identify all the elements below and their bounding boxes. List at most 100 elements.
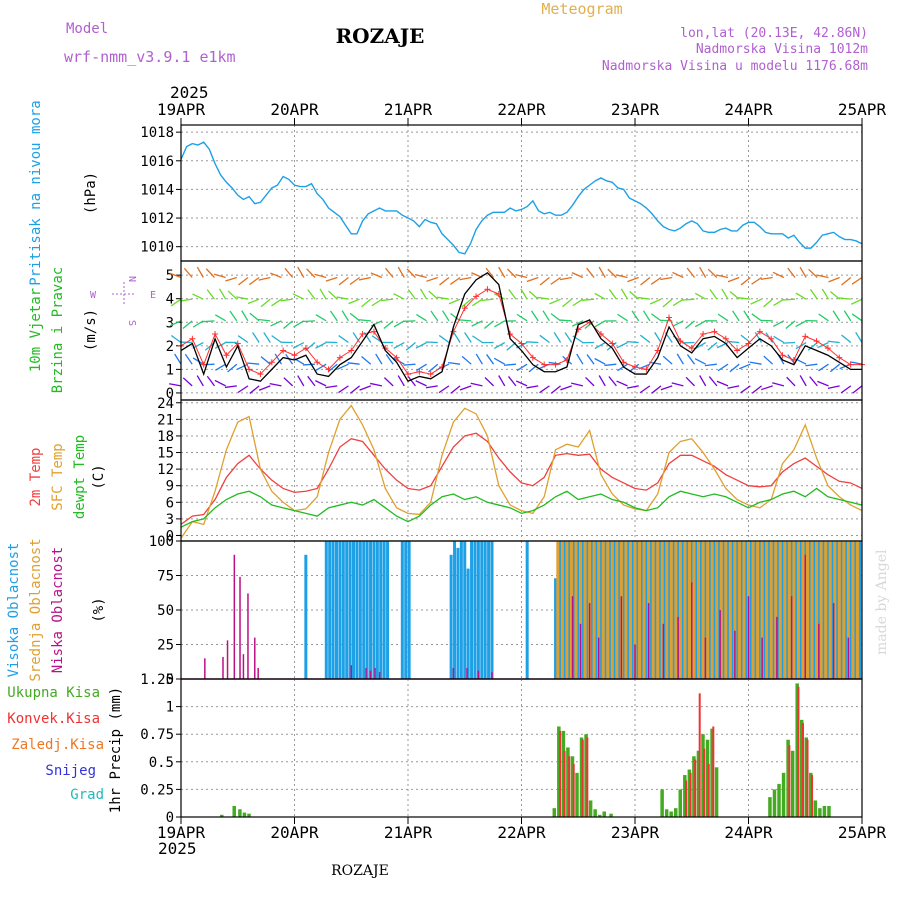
high_cloud-bar xyxy=(379,541,383,679)
wind-arrow xyxy=(280,298,293,302)
wind-arrow xyxy=(507,376,517,387)
wind-arrow xyxy=(738,297,751,300)
wind-arrow xyxy=(530,310,539,322)
wind-arrow xyxy=(258,318,271,322)
convective-precip-bar xyxy=(694,759,697,817)
low_cloud-bar xyxy=(254,637,256,679)
total-precip-bar xyxy=(795,683,799,817)
wind-arrow xyxy=(617,313,628,322)
high_cloud-bar xyxy=(365,541,369,679)
wind-arrow xyxy=(302,363,316,366)
wind-arrow xyxy=(270,320,282,327)
gust-marker xyxy=(575,326,582,333)
mid_cloud-bar xyxy=(597,541,601,679)
wind-arrow xyxy=(293,357,305,365)
total-precip-bar xyxy=(570,756,575,817)
high_cloud-bar xyxy=(626,541,630,679)
mid_cloud-bar xyxy=(851,541,855,679)
convective-precip-bar xyxy=(806,739,809,817)
wind-arrow xyxy=(640,276,651,286)
high_cloud-bar xyxy=(304,554,308,679)
wind-arrow xyxy=(283,377,294,387)
wind-arrow xyxy=(470,382,483,387)
wind-arrow xyxy=(818,313,829,322)
time-label-top: 22APR xyxy=(497,100,546,119)
high_cloud-bar xyxy=(449,554,453,679)
convective-precip-bar xyxy=(707,764,710,817)
wind-arrow xyxy=(699,266,707,278)
wind-arrow xyxy=(751,276,762,285)
mid_cloud-bar xyxy=(819,541,823,679)
wind-arrow xyxy=(582,298,595,301)
time-label-top: 21APR xyxy=(384,100,433,119)
wind-arrow xyxy=(707,342,718,351)
wind-arrow xyxy=(349,276,361,286)
low_cloud-bar xyxy=(704,637,707,679)
high_cloud-bar xyxy=(608,541,612,679)
total-precip-bar xyxy=(804,737,809,817)
y-tick-label: 2 xyxy=(166,339,174,355)
wind-arrow xyxy=(472,335,483,344)
wind-arrow xyxy=(539,276,550,286)
wind-arrow xyxy=(528,290,539,300)
wind-arrow xyxy=(425,341,438,344)
gust-marker xyxy=(461,305,468,312)
y-tick-label: 75 xyxy=(157,569,174,585)
wind-arrow xyxy=(328,290,338,300)
high_cloud-bar xyxy=(369,541,373,679)
wind-arrow xyxy=(237,335,249,344)
wind-arrow xyxy=(498,266,506,278)
wind-arrow xyxy=(526,385,539,389)
wind-arrow xyxy=(620,288,629,300)
high_cloud-bar xyxy=(817,541,821,679)
y-tick-label: 4 xyxy=(166,292,174,308)
wind-arrow xyxy=(553,332,562,343)
wind-arrow xyxy=(749,361,762,365)
high_cloud-bar xyxy=(476,541,480,679)
legend-frozen: Zaledj.Kisa xyxy=(11,737,104,753)
wind-arrow xyxy=(227,363,238,373)
wind-arrow xyxy=(617,363,628,372)
total-precip-bar xyxy=(705,739,710,817)
wind-arrow xyxy=(464,332,472,343)
high_cloud-bar xyxy=(808,541,812,679)
high_cloud-bar xyxy=(324,541,328,679)
wind-arrow xyxy=(258,276,271,281)
wind-arrow xyxy=(716,274,729,279)
precipitation-panel: 0 0.25 0.5 0.75 1 1.25 xyxy=(140,672,863,826)
high_cloud-bar xyxy=(749,541,753,679)
high_cloud-bar xyxy=(459,541,463,679)
wind-arrow xyxy=(283,320,294,330)
total-precip-bar xyxy=(609,813,613,817)
wind-arrow xyxy=(416,313,427,322)
gust-marker xyxy=(745,340,752,347)
low_cloud-bar xyxy=(662,623,665,679)
wind-arrow xyxy=(393,320,405,328)
low_cloud-bar xyxy=(365,667,367,679)
high_cloud-bar xyxy=(858,541,862,679)
wind-arrow xyxy=(206,375,216,387)
high_cloud-bar xyxy=(681,541,685,679)
wind-arrow xyxy=(608,289,617,300)
wind-compass-icon: N S W E xyxy=(90,276,156,326)
model-name: wrf-nmm_v3.9.1 e1km xyxy=(64,48,236,66)
lonlat-label: lon,lat (20.13E, 42.86N) xyxy=(680,26,868,41)
wind-arrow xyxy=(347,362,360,365)
time-label-bottom: 20APR xyxy=(270,823,319,842)
y-tick-label: 9 xyxy=(166,479,174,495)
wind-arrow xyxy=(307,375,316,387)
gust-marker xyxy=(813,338,820,345)
precip-unit: 1hr Precip (mm) xyxy=(108,687,124,813)
high_cloud-bar xyxy=(558,541,562,679)
wind-arrow xyxy=(772,382,785,387)
wind-arrow xyxy=(850,361,863,365)
y-tick-label: 0.75 xyxy=(140,727,174,743)
wind-arrow xyxy=(430,310,439,322)
wind-arrow xyxy=(338,335,349,344)
wind-arrow xyxy=(214,314,226,322)
mid_cloud-bar xyxy=(574,541,578,679)
gust-marker xyxy=(302,345,309,352)
y-tick-label: 50 xyxy=(157,603,174,619)
total-precip-bar xyxy=(687,769,692,817)
